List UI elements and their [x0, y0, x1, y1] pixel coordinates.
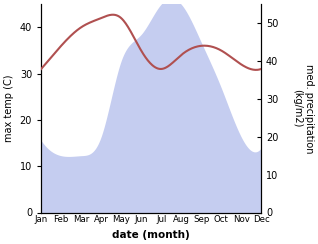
X-axis label: date (month): date (month) [112, 230, 190, 240]
Y-axis label: med. precipitation
(kg/m2): med. precipitation (kg/m2) [292, 64, 314, 153]
Y-axis label: max temp (C): max temp (C) [4, 75, 14, 142]
